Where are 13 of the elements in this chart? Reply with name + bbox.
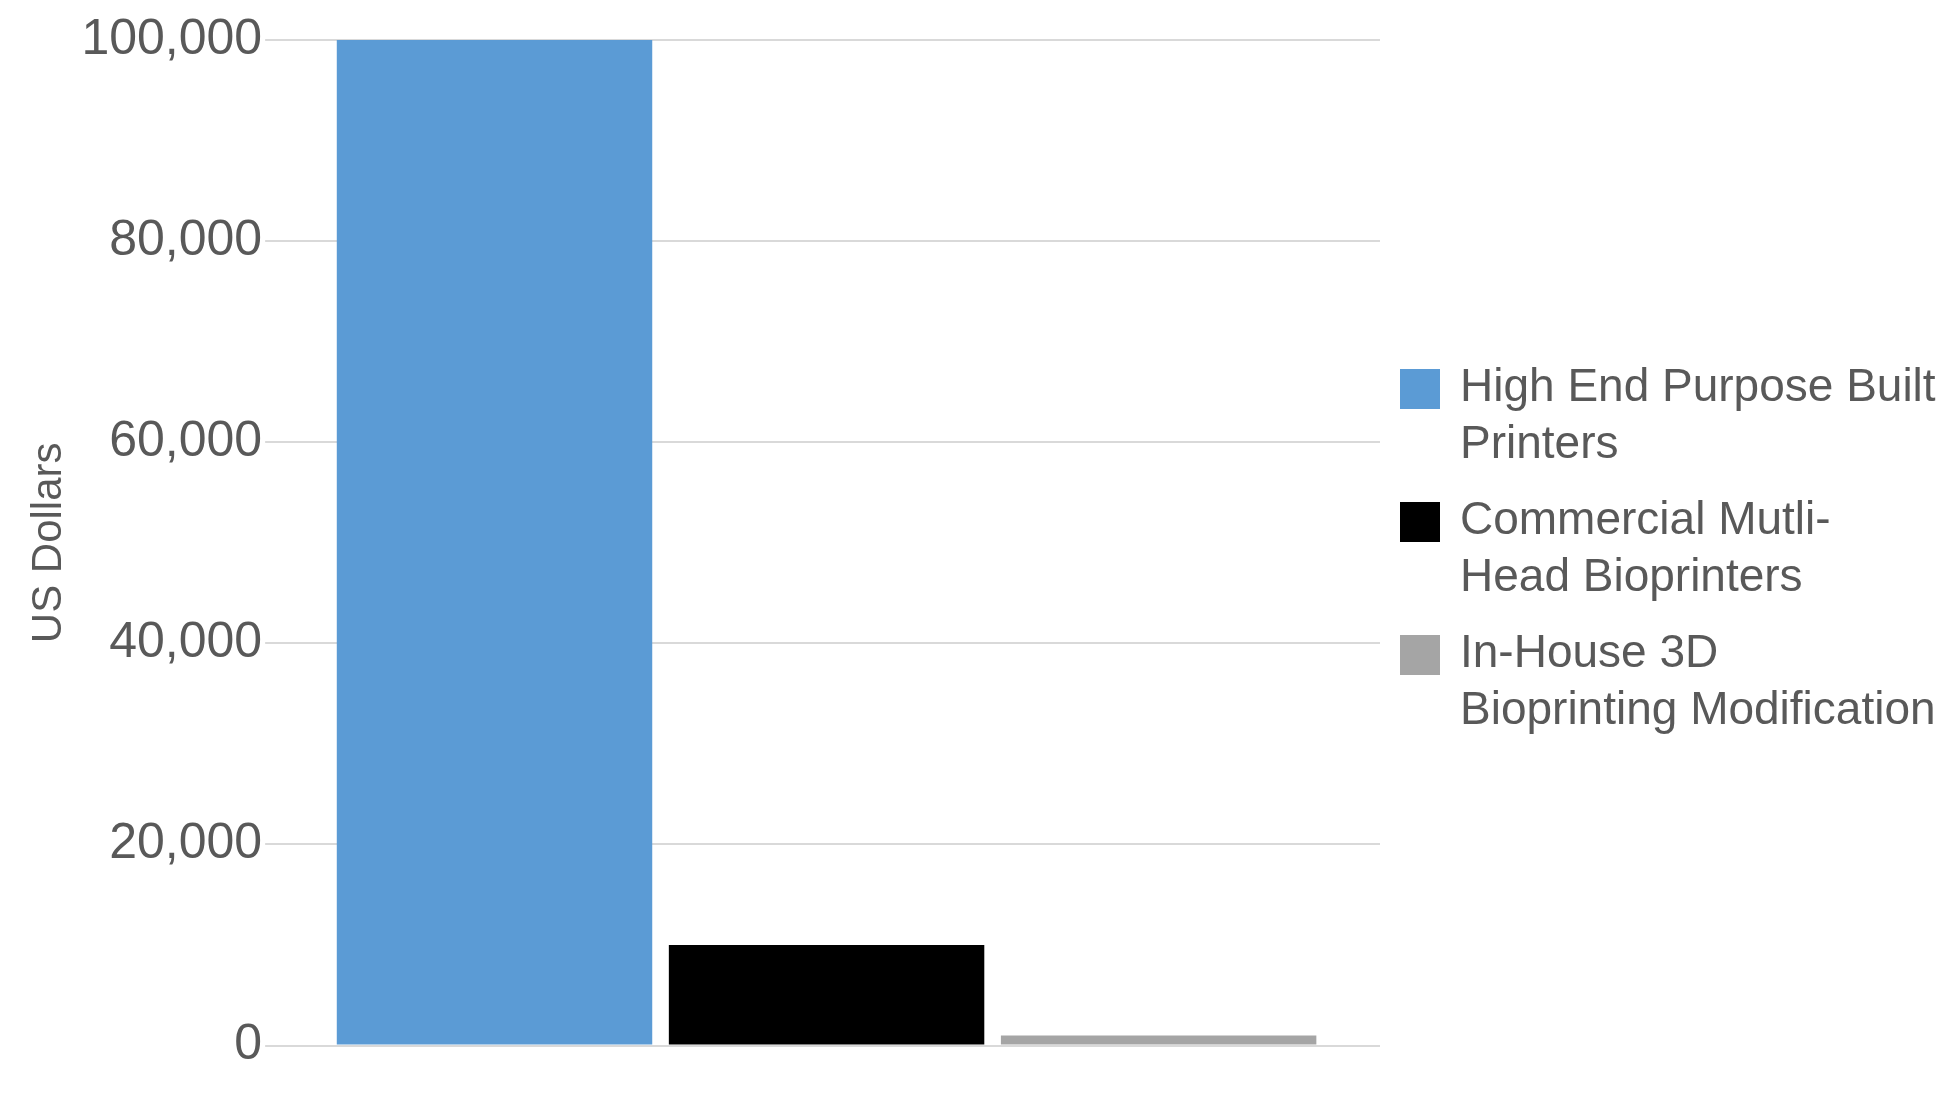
y-tick-label: 100,000 [81, 8, 263, 65]
bar [1000, 1035, 1317, 1045]
y-tick-label: 20,000 [109, 813, 263, 870]
y-tick-label: 40,000 [109, 612, 263, 669]
legend-label: Commercial Mutli-Head Bioprinters [1460, 490, 1832, 603]
y-tick-label: 0 [234, 1014, 263, 1071]
bar [668, 945, 985, 1045]
y-tick-label: 80,000 [109, 209, 263, 266]
y-axis-title: US Dollars [22, 442, 70, 644]
bar [336, 40, 653, 1045]
legend-label: High End Purpose Built Printers [1460, 357, 1937, 470]
y-tick-label: 60,000 [109, 411, 263, 468]
legend-label: In-House 3D Bioprinting Modification [1460, 623, 1937, 736]
